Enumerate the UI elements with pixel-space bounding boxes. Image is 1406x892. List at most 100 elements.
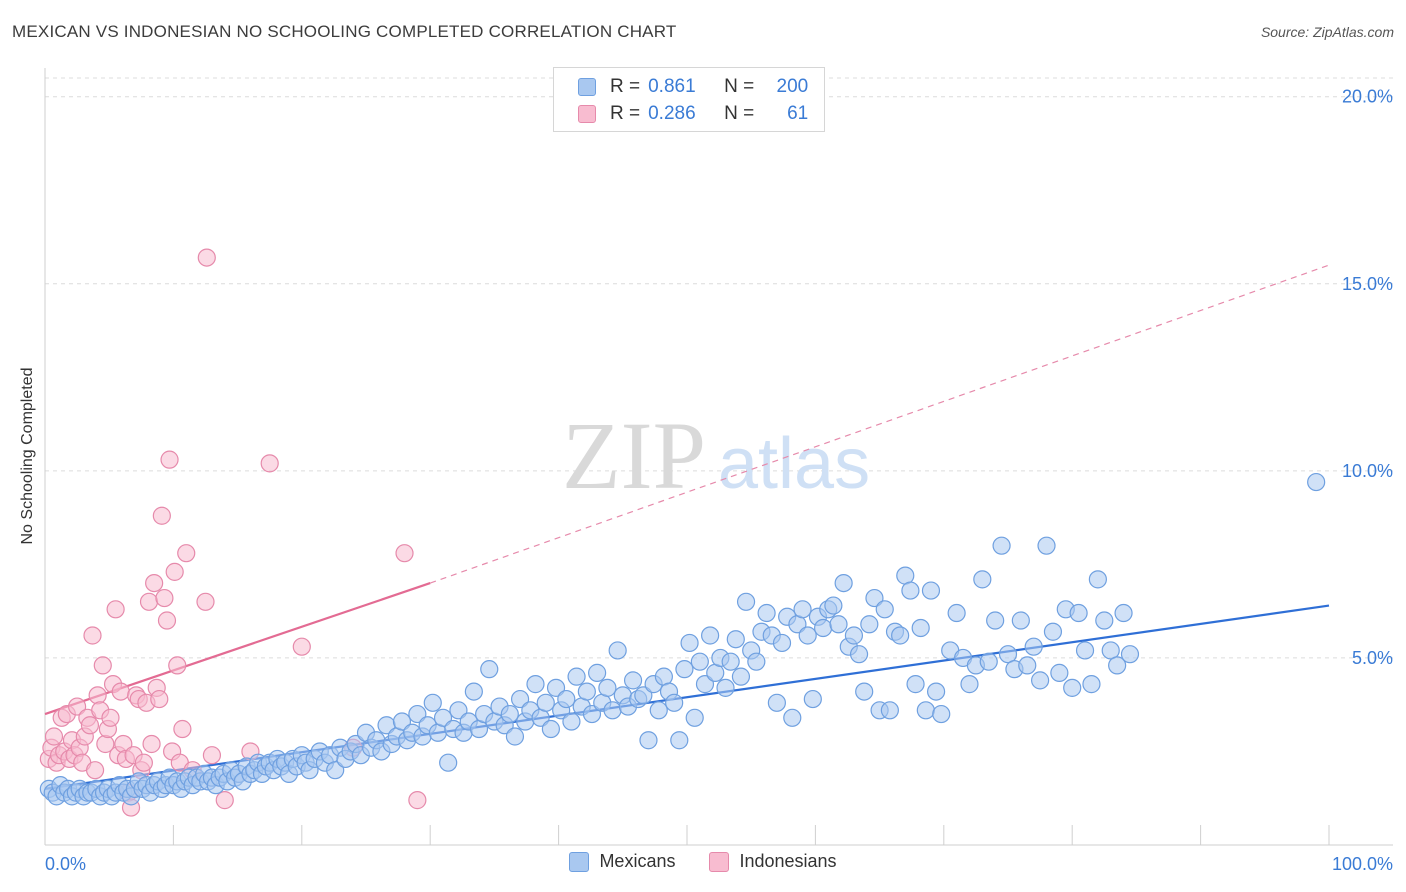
- data-point-mexicans: [1101, 641, 1120, 660]
- data-point-mexicans: [767, 693, 786, 712]
- data-point-mexicans: [901, 581, 920, 600]
- data-point-mexicans: [546, 678, 566, 697]
- grid-lines: [45, 77, 1393, 659]
- data-point-mexicans: [326, 761, 345, 780]
- trend-extension-indonesians: [429, 264, 1330, 584]
- n-label: N =: [724, 76, 755, 97]
- data-point-mexicans: [695, 675, 715, 694]
- data-point-mexicans: [849, 645, 869, 664]
- data-point-mexicans: [449, 701, 468, 720]
- r-value: 0.286: [648, 103, 696, 124]
- data-point-mexicans: [973, 570, 992, 589]
- watermark-zip: ZIP: [562, 402, 706, 509]
- legend-row-indonesians: R = 0.286 N = 61: [578, 102, 808, 126]
- data-point-mexicans: [588, 663, 607, 682]
- data-point-indonesians: [83, 626, 102, 645]
- trend-line-mexicans: [44, 604, 1330, 790]
- y-tick-label: 20.0%: [1342, 87, 1393, 107]
- data-point-mexicans: [1069, 603, 1088, 623]
- data-point-mexicans: [798, 626, 817, 645]
- correlation-legend: R = 0.861 N = 200 R = 0.286 N = 61: [553, 67, 825, 132]
- data-point-mexicans: [562, 712, 581, 731]
- data-point-mexicans: [392, 712, 412, 731]
- data-point-mexicans: [603, 701, 622, 720]
- data-point-mexicans: [582, 704, 602, 724]
- data-point-mexicans: [793, 600, 812, 619]
- source-label: Source: ZipAtlas.com: [1260, 24, 1394, 40]
- r-label: R =: [610, 103, 641, 124]
- data-point-mexicans: [860, 615, 879, 634]
- data-point-indonesians: [168, 656, 187, 675]
- data-point-mexicans: [875, 600, 894, 619]
- data-point-mexicans: [526, 675, 545, 694]
- data-point-mexicans: [1018, 656, 1037, 675]
- data-point-mexicans: [844, 626, 864, 645]
- y-tick-label: 5.0%: [1352, 648, 1393, 668]
- legend-item-indonesians[interactable]: Indonesians: [709, 851, 837, 872]
- data-point-indonesians: [44, 727, 64, 746]
- data-point-mexicans: [926, 682, 946, 701]
- watermark: ZIP atlas: [562, 402, 870, 509]
- data-point-mexicans: [1307, 472, 1326, 492]
- data-point-mexicans: [736, 592, 756, 611]
- watermark-atlas: atlas: [718, 424, 870, 504]
- data-point-indonesians: [67, 697, 87, 716]
- data-point-mexicans: [803, 689, 822, 709]
- data-point-indonesians: [145, 573, 164, 593]
- data-point-mexicans: [701, 626, 720, 645]
- data-point-mexicans: [960, 675, 979, 694]
- data-point-indonesians: [150, 689, 169, 709]
- y-tick-label: 10.0%: [1342, 461, 1393, 481]
- data-point-mexicans: [716, 678, 735, 697]
- data-point-mexicans: [500, 704, 519, 724]
- data-point-mexicans: [1037, 536, 1056, 555]
- data-point-mexicans: [505, 727, 525, 746]
- data-point-mexicans: [814, 618, 833, 638]
- data-point-mexicans: [1082, 675, 1101, 694]
- data-point-mexicans: [665, 693, 684, 712]
- data-point-mexicans: [670, 731, 689, 750]
- n-value: 200: [776, 76, 809, 97]
- legend-label-mexicans: Mexicans: [599, 851, 676, 871]
- data-point-mexicans: [675, 660, 694, 679]
- data-point-mexicans: [772, 633, 792, 653]
- data-point-indonesians: [215, 791, 234, 810]
- legend-item-mexicans[interactable]: Mexicans: [569, 851, 675, 872]
- data-point-indonesians: [85, 761, 105, 780]
- data-point-mexicans: [1043, 622, 1063, 641]
- data-point-mexicans: [634, 686, 653, 705]
- data-point-mexicans: [829, 615, 848, 634]
- data-point-mexicans: [433, 708, 453, 727]
- data-point-mexicans: [1050, 663, 1069, 682]
- data-point-mexicans: [947, 603, 966, 623]
- data-point-mexicans: [1075, 641, 1095, 660]
- data-point-mexicans: [608, 641, 627, 660]
- n-label: N =: [724, 103, 755, 124]
- data-point-mexicans: [855, 682, 874, 701]
- r-value: 0.861: [648, 76, 696, 97]
- data-point-mexicans: [932, 704, 951, 724]
- trend-lines: [44, 264, 1330, 790]
- data-point-indonesians: [142, 734, 161, 754]
- data-point-mexicans: [916, 701, 935, 720]
- data-point-indonesians: [134, 753, 153, 772]
- data-point-mexicans: [510, 689, 530, 709]
- data-point-mexicans: [408, 704, 427, 724]
- data-point-mexicans: [536, 693, 555, 712]
- data-point-indonesians: [80, 716, 100, 735]
- series-legend: Mexicans Indonesians: [0, 851, 1406, 872]
- n-value: 61: [787, 103, 809, 124]
- data-point-mexicans: [1011, 611, 1030, 630]
- data-point-indonesians: [395, 544, 414, 563]
- data-point-indonesians: [93, 656, 112, 675]
- data-point-indonesians: [260, 454, 279, 473]
- data-point-mexicans: [1063, 678, 1082, 697]
- data-point-indonesians: [202, 746, 222, 765]
- data-point-mexicans: [921, 581, 941, 600]
- data-point-mexicans: [747, 652, 766, 671]
- data-point-mexicans: [824, 596, 843, 615]
- data-point-mexicans: [757, 603, 776, 623]
- data-point-mexicans: [464, 682, 483, 701]
- data-point-mexicans: [1024, 637, 1043, 656]
